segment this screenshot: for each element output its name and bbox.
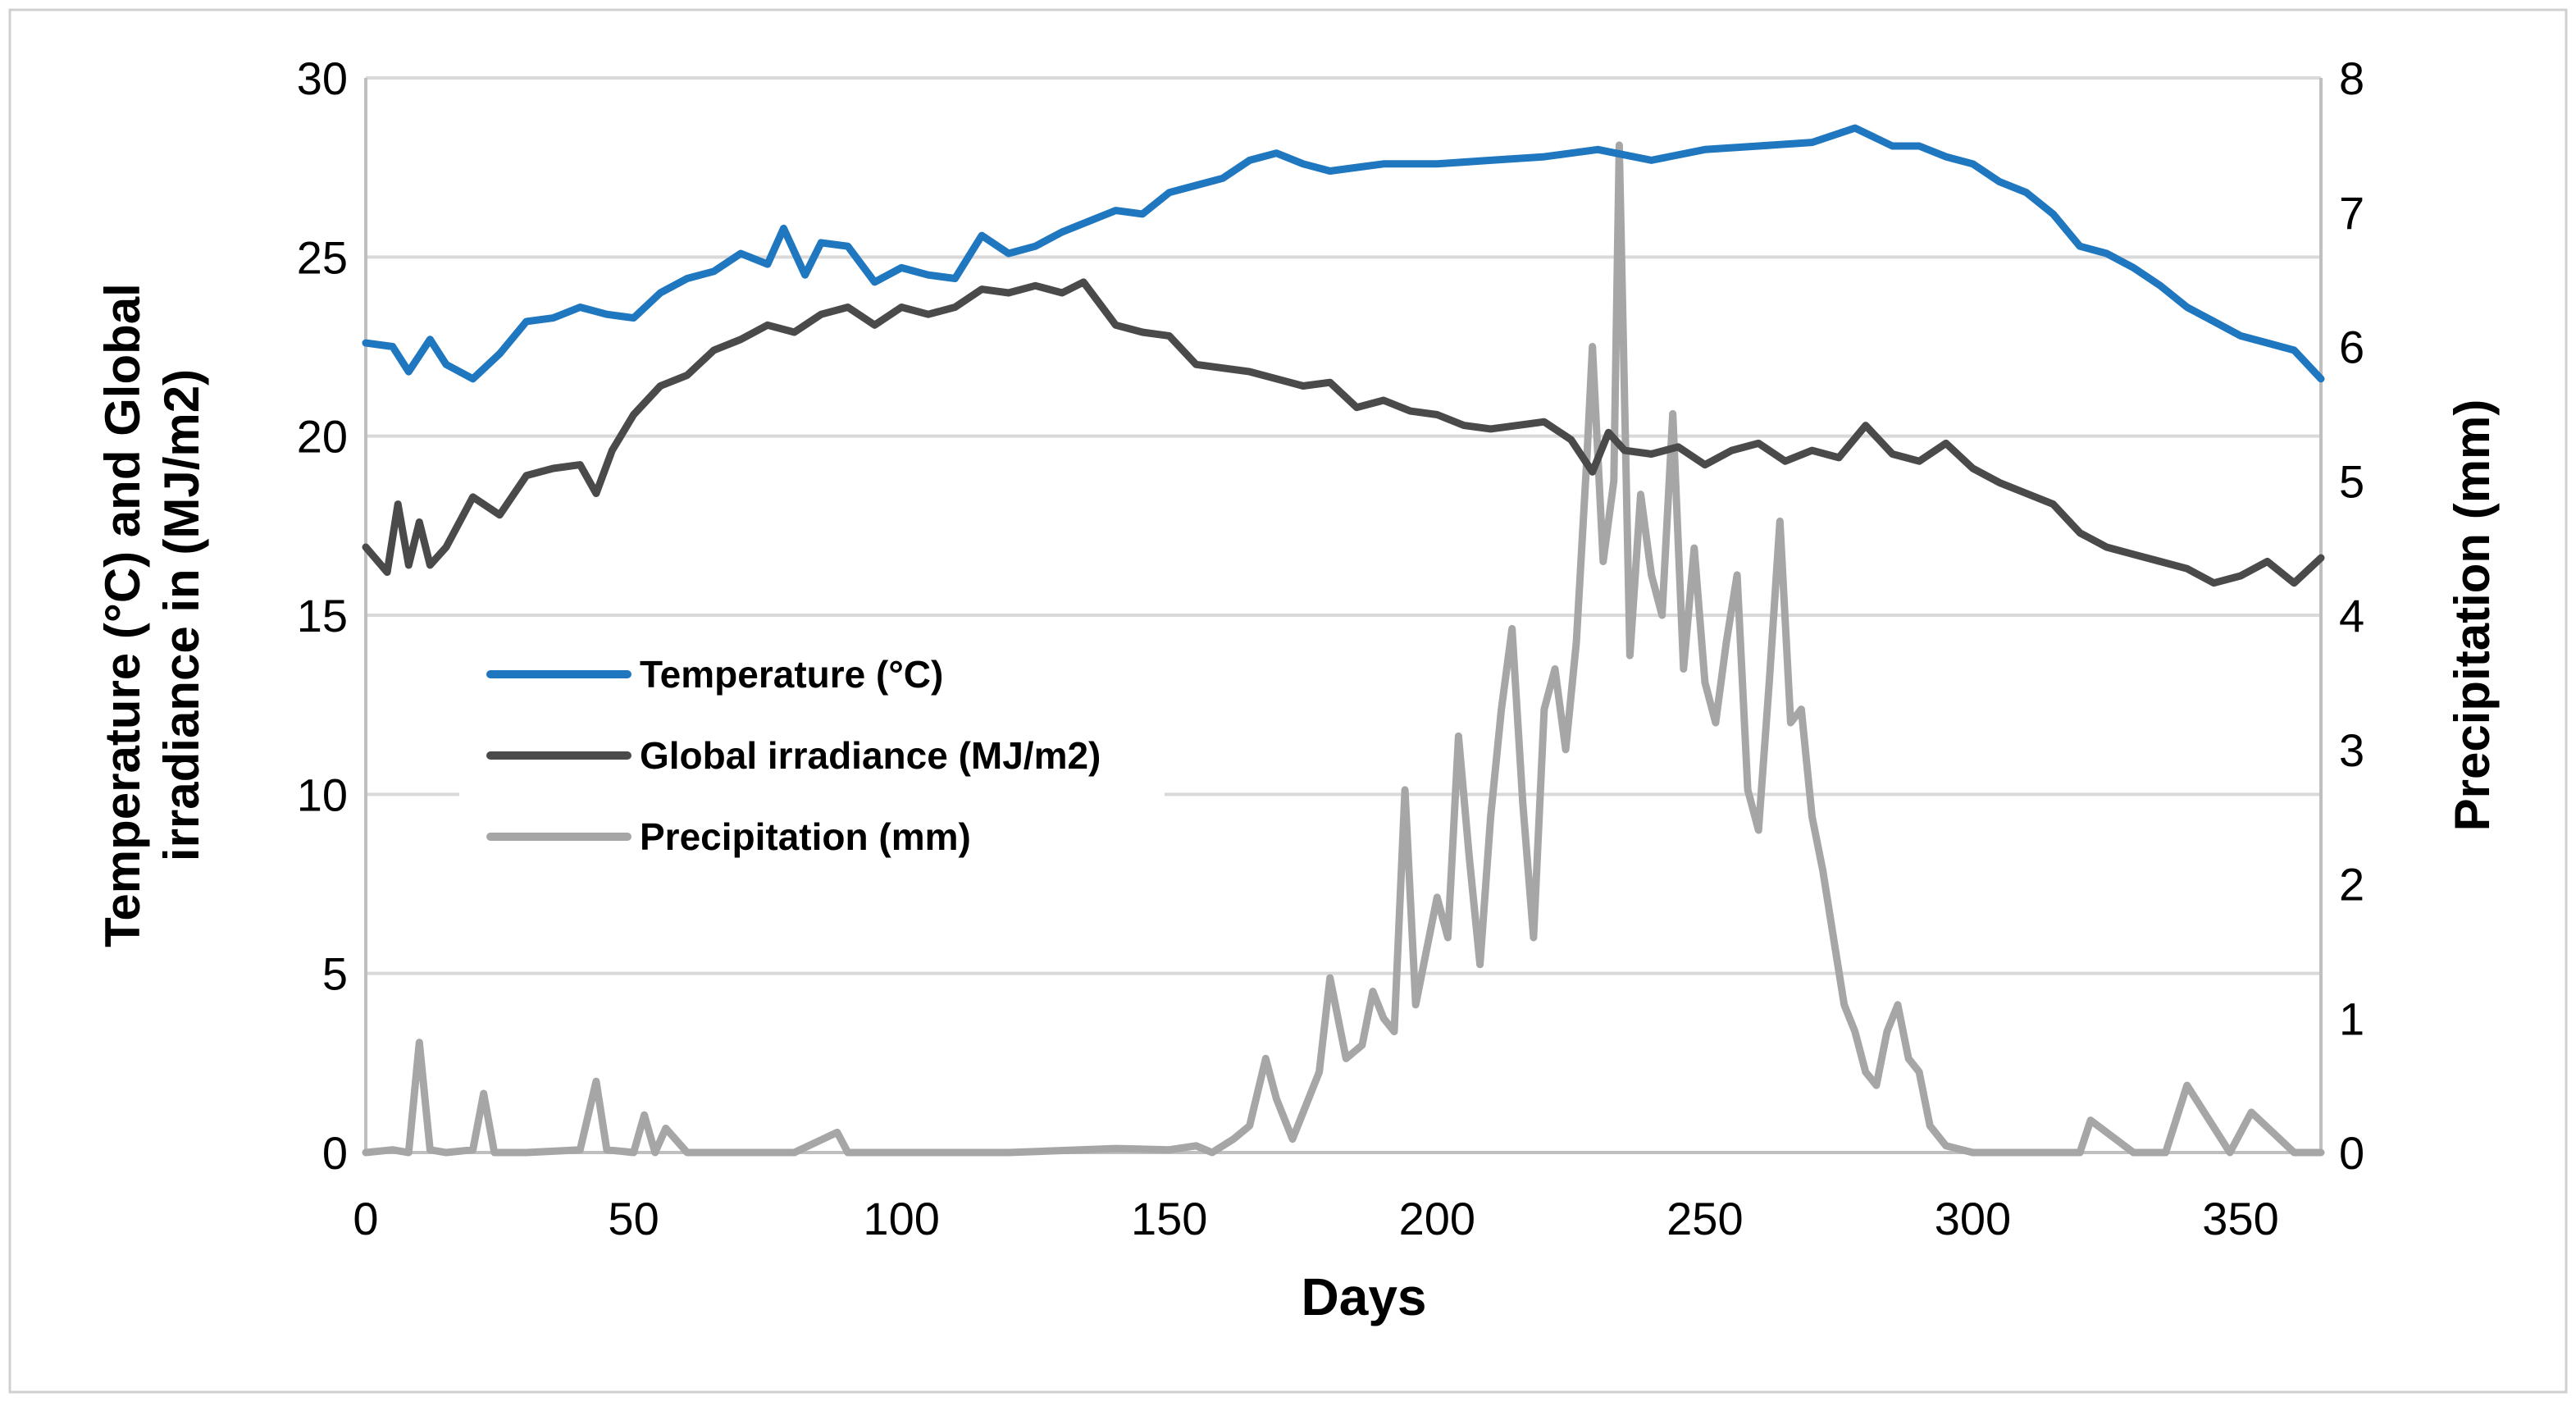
y-left-tick-label: 10: [297, 769, 348, 820]
legend: Temperature (°C) Global irradiance (MJ/m…: [459, 623, 1165, 870]
chart-frame: [8, 8, 2568, 1394]
y-left-tick-label: 20: [297, 411, 348, 463]
legend-label-global-irradiance: Global irradiance (MJ/m2): [640, 734, 1101, 777]
y-right-tick-label: 1: [2339, 993, 2364, 1044]
left-y-axis-title-line-2: irradiance in (MJ/m2): [154, 369, 209, 861]
x-tick-label: 100: [863, 1193, 939, 1244]
y-right-tick-label: 5: [2339, 455, 2364, 507]
y-right-tick-label: 2: [2339, 859, 2364, 911]
x-tick-label: 250: [1666, 1193, 1743, 1244]
temperature-line: [362, 124, 2325, 383]
x-axis-title: Days: [1302, 1267, 1427, 1326]
global-irradiance-line: [362, 278, 2325, 587]
legend-background: [459, 623, 1165, 870]
right-y-axis-title: Precipitation (mm): [2445, 399, 2500, 832]
x-tick-label: 150: [1131, 1193, 1207, 1244]
left-y-axis-title: Temperature (°C) and Global irradiance i…: [95, 283, 209, 947]
y-right-tick-label: 7: [2339, 187, 2364, 239]
series-lines: [362, 124, 2325, 1157]
y-right-tick-label: 8: [2339, 52, 2364, 104]
y-right-tick-label: 3: [2339, 724, 2364, 776]
x-tick-label: 300: [1935, 1193, 2011, 1244]
y-left-tick-label: 0: [322, 1127, 348, 1179]
precipitation-line: [362, 141, 2325, 1157]
legend-label-temperature: Temperature (°C): [640, 653, 943, 696]
y-left-tick-label: 15: [297, 590, 348, 641]
y-right-tick-label: 6: [2339, 322, 2364, 373]
x-tick-label: 350: [2202, 1193, 2278, 1244]
y-left-tick-label: 25: [297, 231, 348, 283]
x-tick-label: 50: [608, 1193, 659, 1244]
y-left-tick-label: 30: [297, 52, 348, 104]
legend-label-precipitation: Precipitation (mm): [640, 815, 971, 858]
y-left-tick-label: 5: [322, 948, 348, 1000]
y-right-tick-label: 0: [2339, 1127, 2364, 1179]
left-y-axis-title-line-1: Temperature (°C) and Global: [95, 283, 150, 947]
x-tick-label: 0: [353, 1193, 378, 1244]
y-right-tick-label: 4: [2339, 590, 2364, 641]
x-tick-label: 200: [1399, 1193, 1475, 1244]
